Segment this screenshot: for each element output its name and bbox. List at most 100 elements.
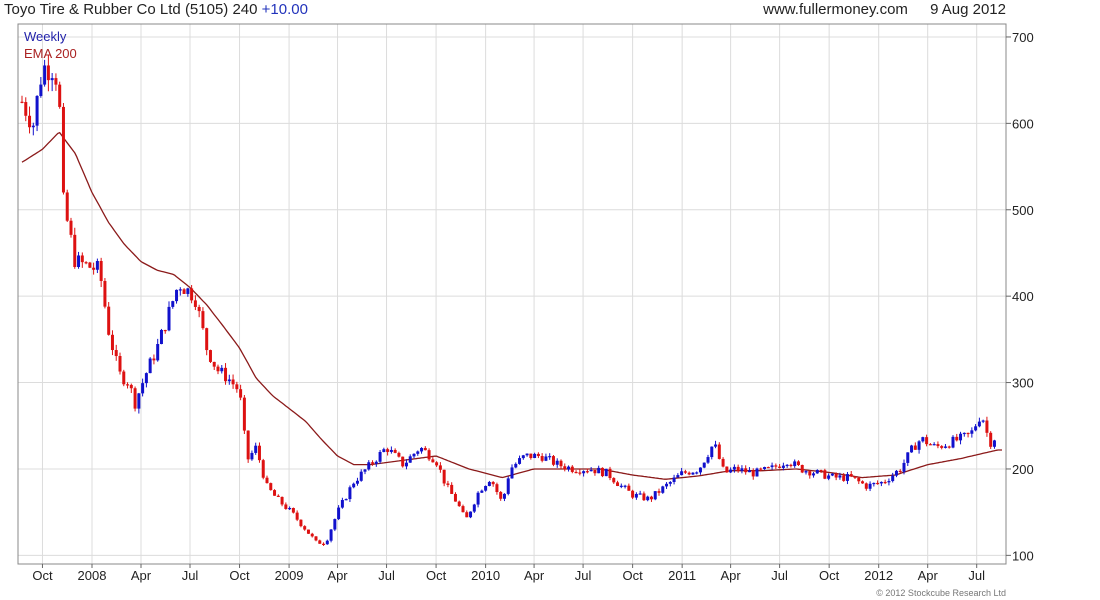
y-axis: 100 200 300 400 500 600 700: [1006, 30, 1034, 563]
stock-code: (5105): [184, 1, 229, 18]
candle-body: [242, 397, 246, 431]
candle-body: [751, 470, 755, 477]
candle-body: [992, 440, 996, 447]
candle-body: [371, 462, 375, 464]
candle-body: [472, 504, 476, 512]
candle-body: [781, 465, 785, 468]
candle-body: [506, 478, 510, 494]
candle-body: [608, 468, 612, 479]
candle-body: [894, 470, 898, 476]
candle-body: [638, 493, 642, 495]
x-tick-label: Jul: [968, 568, 985, 583]
candle-body: [732, 466, 736, 470]
candle-body: [69, 220, 73, 235]
grid-lines: [18, 24, 1006, 564]
candle-body: [691, 472, 695, 475]
candle-body: [159, 329, 163, 345]
candle-body: [427, 450, 431, 460]
candle-body: [212, 361, 216, 367]
candle-body: [469, 511, 473, 518]
candle-body: [898, 470, 902, 473]
candle-body: [533, 453, 537, 459]
candle-body: [352, 483, 356, 488]
candle-body: [235, 384, 239, 390]
candle-body: [932, 444, 936, 446]
candle-body: [31, 125, 35, 128]
x-tick-label: Oct: [32, 568, 53, 583]
candle-body: [555, 460, 559, 465]
candle-body: [28, 115, 32, 128]
candle-body: [337, 507, 341, 520]
candle-body: [902, 462, 906, 472]
candle-body: [280, 496, 284, 505]
candles-layer: [20, 54, 996, 546]
candle-body: [261, 460, 265, 478]
x-tick-label: Jul: [182, 568, 199, 583]
y-tick-label: 400: [1012, 289, 1034, 304]
candle-body: [325, 540, 329, 545]
candle-body: [216, 366, 220, 372]
candle-body: [974, 426, 978, 431]
candle-body: [54, 78, 58, 85]
candle-body: [744, 468, 748, 473]
candle-body: [465, 512, 469, 518]
candle-body: [548, 456, 552, 458]
candle-body: [819, 469, 823, 472]
candle-body: [148, 358, 152, 374]
candle-body: [570, 466, 574, 472]
candle-body: [695, 472, 699, 474]
candle-body: [853, 476, 857, 478]
candle-body: [412, 453, 416, 457]
candle-body: [227, 379, 231, 382]
candle-body: [823, 470, 827, 479]
x-tick-label: 2008: [78, 568, 107, 583]
candle-body: [340, 499, 344, 508]
candle-body: [962, 432, 966, 435]
candle-body: [796, 461, 800, 465]
candle-body: [480, 490, 484, 493]
candle-body: [518, 458, 522, 464]
candle-body: [925, 437, 929, 445]
y-tick-label: 300: [1012, 376, 1034, 391]
candle-body: [107, 306, 111, 335]
y-tick-label: 100: [1012, 548, 1034, 563]
candle-body: [404, 462, 408, 467]
candle-body: [144, 373, 148, 384]
x-tick-label: Apr: [131, 568, 152, 583]
candle-body: [864, 483, 868, 489]
candle-body: [129, 384, 133, 389]
candle-body: [24, 102, 28, 116]
candle-body: [510, 467, 514, 479]
candle-body: [812, 473, 816, 476]
candle-body: [35, 95, 39, 126]
candle-body: [137, 393, 141, 409]
candle-body: [374, 461, 378, 464]
y-tick-label: 700: [1012, 30, 1034, 45]
x-tick-label: 2011: [668, 568, 696, 583]
chart-title: Toyo Tire & Rubber Co Ltd (5105) 240 +10…: [4, 1, 308, 18]
candle-body: [657, 491, 661, 493]
candle-body: [808, 471, 812, 476]
candle-body: [525, 453, 529, 456]
candle-body: [646, 496, 650, 501]
candle-body: [92, 267, 96, 270]
candle-body: [314, 536, 318, 541]
x-tick-label: Jul: [575, 568, 592, 583]
candle-body: [435, 462, 439, 466]
candle-body: [446, 483, 450, 485]
candle-body: [740, 468, 744, 471]
candle-body: [631, 490, 635, 498]
candle-body: [721, 458, 725, 467]
candle-body: [389, 449, 393, 452]
candle-body: [408, 456, 412, 463]
candle-body: [887, 481, 891, 483]
candle-body: [265, 477, 269, 484]
x-tick-label: Oct: [819, 568, 840, 583]
candle-body: [499, 492, 503, 499]
x-tick-label: Jul: [378, 568, 395, 583]
candle-body: [943, 446, 947, 448]
candle-body: [770, 465, 774, 468]
x-tick-label: Oct: [426, 568, 447, 583]
x-tick-label: Apr: [918, 568, 939, 583]
